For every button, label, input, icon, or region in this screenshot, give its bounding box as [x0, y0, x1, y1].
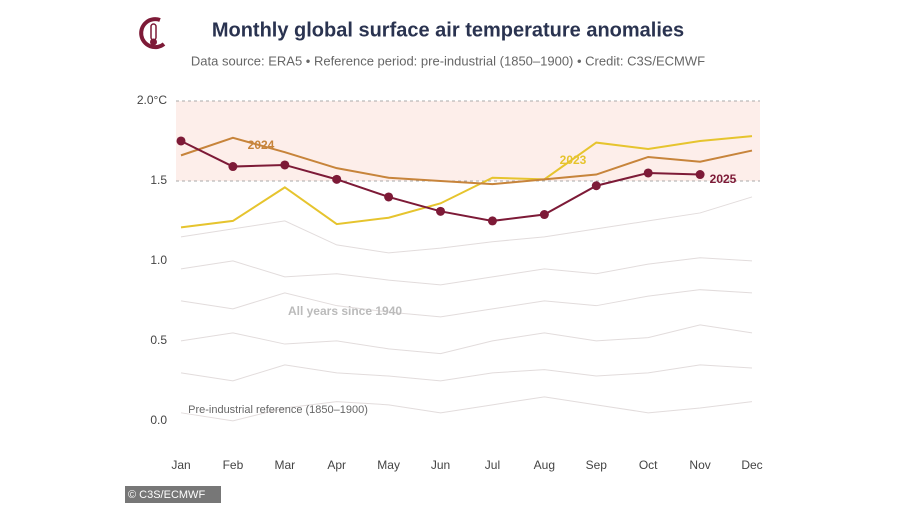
- x-tick-label: Jul: [485, 458, 500, 472]
- series-line: [180, 324, 753, 355]
- x-tick-label: Sep: [586, 458, 608, 472]
- y-tick-label: 1.5: [150, 173, 167, 187]
- y-tick-label: 0.5: [150, 333, 167, 347]
- annotation: All years since 1940: [288, 304, 402, 318]
- series-line: [180, 196, 753, 254]
- series-line: [180, 364, 753, 382]
- x-tick-label: Apr: [327, 458, 346, 472]
- point: [332, 174, 342, 184]
- point: [695, 170, 705, 180]
- annotation: Pre-industrial reference (1850–1900): [188, 404, 368, 416]
- x-tick-label: Jun: [431, 458, 450, 472]
- x-tick-label: Feb: [223, 458, 244, 472]
- chart-title: Monthly global surface air temperature a…: [212, 19, 684, 41]
- point: [176, 136, 186, 146]
- series-line: [180, 136, 753, 186]
- chart-subtitle: Data source: ERA5 • Reference period: pr…: [191, 53, 705, 68]
- x-tick-label: Mar: [274, 458, 295, 472]
- point: [384, 192, 394, 202]
- x-tick-label: Oct: [639, 458, 658, 472]
- credit-bg: [125, 486, 221, 503]
- x-tick-label: Jan: [171, 458, 190, 472]
- point: [591, 181, 601, 191]
- series-label: 2024: [248, 138, 275, 152]
- point: [539, 210, 549, 220]
- x-tick-label: Aug: [534, 458, 555, 472]
- series-label: 2025: [710, 172, 737, 186]
- x-tick-label: Nov: [689, 458, 710, 472]
- logo: [139, 17, 166, 50]
- point: [280, 160, 290, 170]
- series-line: [180, 289, 753, 318]
- series-label: 2023: [560, 153, 587, 167]
- y-tick-label: 1.0: [150, 253, 167, 267]
- threshold-band: [176, 101, 760, 181]
- point: [228, 162, 238, 172]
- credit: © C3S/ECMWF: [128, 489, 205, 501]
- point: [487, 216, 497, 226]
- y-tick-label: 2.0°C: [137, 93, 167, 107]
- point: [643, 168, 653, 178]
- series-line: [180, 396, 753, 422]
- y-tick-label: 0.0: [150, 413, 167, 427]
- x-tick-label: Dec: [741, 458, 762, 472]
- series-line: [180, 257, 753, 286]
- series-line: [180, 135, 753, 229]
- x-tick-label: May: [377, 458, 400, 472]
- point: [436, 206, 446, 216]
